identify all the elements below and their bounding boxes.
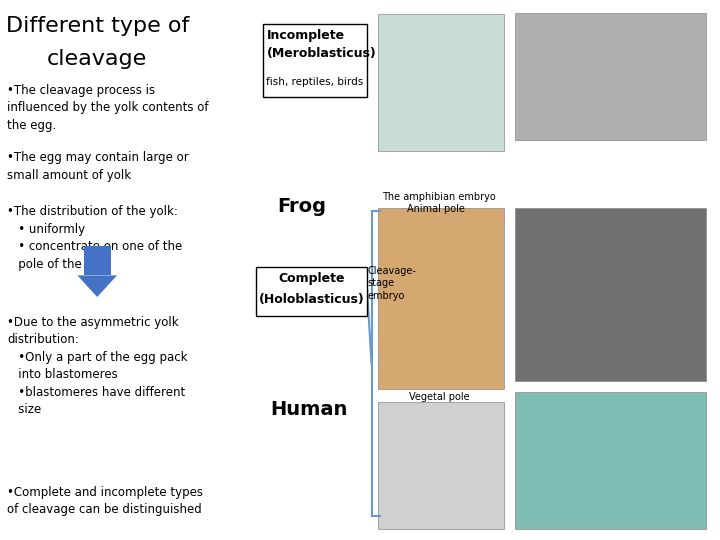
Bar <box>378 14 504 151</box>
Bar <box>378 402 504 529</box>
Bar <box>378 208 504 389</box>
Text: •The distribution of the yolk:
   • uniformly
   • concentrate on one of the
   : •The distribution of the yolk: • uniform… <box>7 205 182 271</box>
Text: Incomplete: Incomplete <box>266 29 345 42</box>
Bar <box>515 208 706 381</box>
Text: •Due to the asymmetric yolk
distribution:
   •Only a part of the egg pack
   int: •Due to the asymmetric yolk distribution… <box>7 316 188 416</box>
Text: (Meroblasticus): (Meroblasticus) <box>266 47 376 60</box>
Polygon shape <box>78 275 117 297</box>
Text: •Complete and incomplete types
of cleavage can be distinguished: •Complete and incomplete types of cleava… <box>7 486 203 516</box>
Text: fish, reptiles, birds: fish, reptiles, birds <box>266 77 364 87</box>
Text: Frog: Frog <box>277 197 326 216</box>
Text: Different type of: Different type of <box>6 16 189 36</box>
Text: Cleavage-
stage
embryo: Cleavage- stage embryo <box>367 266 416 301</box>
Text: Human: Human <box>270 400 347 419</box>
FancyBboxPatch shape <box>263 24 367 97</box>
Text: Complete: Complete <box>278 272 345 285</box>
FancyBboxPatch shape <box>256 267 367 316</box>
Text: The amphibian embryo
        Animal pole: The amphibian embryo Animal pole <box>382 192 495 214</box>
Bar <box>84 246 111 275</box>
Bar <box>515 14 706 140</box>
Text: cleavage: cleavage <box>47 49 148 69</box>
Text: (Holoblasticus): (Holoblasticus) <box>258 293 364 306</box>
Bar <box>515 392 706 529</box>
Text: •The cleavage process is
influenced by the yolk contents of
the egg.: •The cleavage process is influenced by t… <box>7 84 209 132</box>
Text: •The egg may contain large or
small amount of yolk: •The egg may contain large or small amou… <box>7 151 189 181</box>
Text: Vegetal pole: Vegetal pole <box>409 392 469 402</box>
